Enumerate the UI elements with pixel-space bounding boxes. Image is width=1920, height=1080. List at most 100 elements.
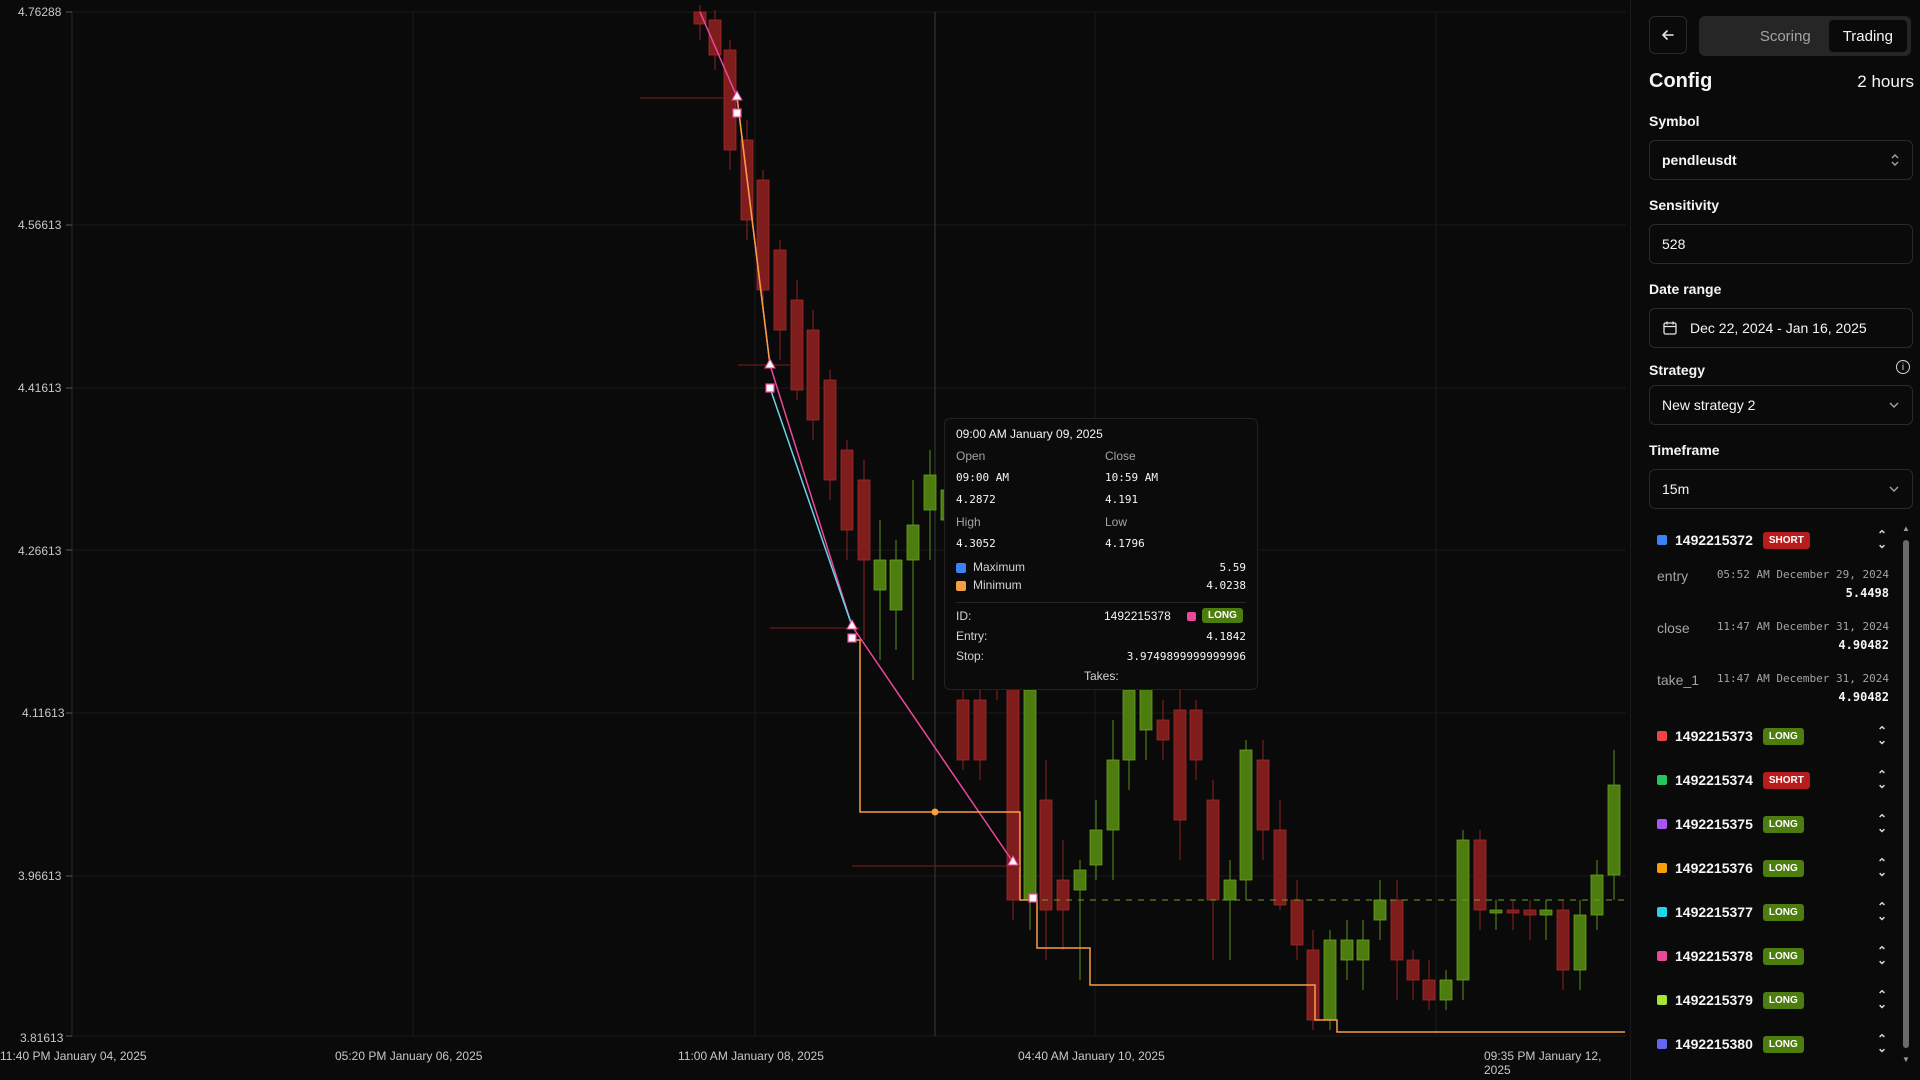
symbol-value: pendleusdt [1662, 152, 1737, 168]
price-chart[interactable]: 4.76288 4.56613 4.41613 4.26613 4.11613 … [0, 0, 1630, 1080]
trade-id: 1492215373 [1675, 728, 1753, 744]
detail-time: 11:47 AM December 31, 2024 [1716, 620, 1889, 633]
x-tick-label: 05:20 PM January 06, 2025 [335, 1049, 483, 1063]
candle [1306, 930, 1320, 1030]
trade-row[interactable]: 1492215380 LONG ⌃ ⌄ [1657, 1033, 1887, 1055]
x-tick-label: 11:00 AM January 08, 2025 [678, 1049, 824, 1063]
trade-list-scrollbar[interactable]: ▲ ▼ [1901, 524, 1911, 1064]
tooltip-entry-value: 4.1842 [1206, 630, 1246, 643]
trade-id: 1492215374 [1675, 772, 1753, 788]
candle-body [1456, 839, 1470, 981]
trade-side-badge: SHORT [1762, 531, 1810, 549]
trade-row[interactable]: 1492215377 LONG ⌃ ⌄ [1657, 901, 1887, 923]
trade-row[interactable]: 1492215376 LONG ⌃ ⌄ [1657, 857, 1887, 879]
candle [1223, 860, 1237, 960]
candle-body [1506, 909, 1520, 914]
timeframe-label: Timeframe [1649, 442, 1720, 458]
candle-body [956, 699, 970, 761]
trade-row[interactable]: 1492215374 SHORT ⌃ ⌄ [1657, 769, 1887, 791]
entry-marker [846, 618, 858, 630]
date-range-value: Dec 22, 2024 - Jan 16, 2025 [1690, 320, 1867, 336]
trade-detail-close: close 11:47 AM December 31, 2024 4.90482 [1657, 618, 1889, 658]
candle-body [1122, 689, 1136, 761]
tab-scoring[interactable]: Scoring [1759, 27, 1811, 45]
candle [1039, 760, 1053, 960]
y-tick-label: 4.56613 [18, 218, 62, 232]
trade-row[interactable]: 1492215378 LONG ⌃ ⌄ [1657, 945, 1887, 967]
scrollbar-thumb[interactable] [1903, 540, 1909, 1048]
candle-body [840, 449, 854, 531]
tooltip-open-label: Open [956, 449, 986, 463]
scroll-up-icon[interactable]: ▲ [1902, 524, 1910, 533]
tooltip-id-value: 1492215378 [1104, 609, 1171, 623]
y-tick-label: 4.26613 [18, 544, 62, 558]
tooltip-maximum-label: Maximum [973, 560, 1026, 574]
detail-value: 4.90482 [1838, 690, 1889, 704]
candle [1256, 740, 1270, 860]
candle-body [1156, 719, 1170, 741]
candle [756, 170, 770, 310]
date-range-picker[interactable]: Dec 22, 2024 - Jan 16, 2025 [1649, 308, 1913, 348]
candle-body [1239, 749, 1253, 881]
trade-side-badge: SHORT [1762, 771, 1810, 789]
trade-row[interactable]: 1492215379 LONG ⌃ ⌄ [1657, 989, 1887, 1011]
tooltip-close-value: 4.191 [1105, 493, 1139, 506]
scroll-down-icon[interactable]: ▼ [1902, 1055, 1910, 1064]
trade-row[interactable]: 1492215373 LONG ⌃ ⌄ [1657, 725, 1887, 747]
symbol-label: Symbol [1649, 113, 1700, 129]
candle [806, 310, 820, 440]
chevron-up-down-icon[interactable]: ⌃ ⌄ [1876, 812, 1887, 835]
candle-body [1189, 709, 1203, 761]
crosshair-point [931, 808, 939, 816]
sensitivity-input[interactable]: 528 [1649, 224, 1913, 264]
candle [1156, 700, 1170, 760]
candle-body [1590, 874, 1604, 916]
trade-color-swatch [1657, 819, 1667, 829]
sensitivity-value: 528 [1662, 236, 1686, 252]
tab-trading[interactable]: Trading [1828, 20, 1907, 52]
chevron-down-icon [1889, 402, 1899, 408]
candle [1373, 880, 1387, 940]
timeframe-select[interactable]: 15m [1649, 469, 1913, 509]
candle-body [1023, 689, 1037, 901]
chevron-up-down-icon[interactable]: ⌃ ⌄ [1876, 1032, 1887, 1055]
candle-body [1373, 899, 1387, 921]
back-button[interactable] [1649, 16, 1687, 54]
trade-row[interactable]: 1492215375 LONG ⌃ ⌄ [1657, 813, 1887, 835]
tooltip-high-value: 4.3052 [956, 537, 996, 550]
candle [1390, 880, 1404, 1000]
candle-body [1406, 959, 1420, 981]
candle-tooltip: 09:00 AM January 09, 2025 Open Close 09:… [944, 418, 1258, 690]
symbol-select[interactable]: pendleusdt [1649, 140, 1913, 180]
tooltip-minimum-value: 4.0238 [1206, 579, 1246, 592]
chevron-up-down-icon[interactable]: ⌃ ⌄ [1876, 900, 1887, 923]
candle [1239, 740, 1253, 900]
candlestick-chart-svg[interactable] [0, 0, 1630, 1080]
chevron-up-down-icon[interactable]: ⌃ ⌄ [1876, 768, 1887, 791]
candle-body [889, 559, 903, 611]
tooltip-high-label: High [956, 515, 981, 529]
strategy-select[interactable]: New strategy 2 [1649, 385, 1913, 425]
detail-key: entry [1657, 568, 1689, 584]
candle-body [1556, 909, 1570, 971]
candle-body [1206, 799, 1220, 901]
candle [923, 450, 937, 560]
sensitivity-label: Sensitivity [1649, 197, 1720, 213]
chevron-up-down-icon[interactable]: ⌃ ⌄ [1876, 528, 1887, 551]
candle [1323, 930, 1337, 1030]
chevron-up-down-icon[interactable]: ⌃ ⌄ [1876, 724, 1887, 747]
detail-time: 05:52 AM December 29, 2024 [1716, 568, 1889, 581]
chevron-up-down-icon[interactable]: ⌃ ⌄ [1876, 988, 1887, 1011]
trade-color-swatch [1657, 535, 1667, 545]
candle [1539, 900, 1553, 940]
chevron-up-down-icon[interactable]: ⌃ ⌄ [1876, 944, 1887, 967]
candle [1290, 880, 1304, 960]
candle [1456, 830, 1470, 1000]
info-icon[interactable]: i [1896, 360, 1910, 374]
exit-marker [847, 633, 857, 643]
tooltip-open-time: 09:00 AM [956, 471, 1009, 484]
chevron-up-down-icon[interactable]: ⌃ ⌄ [1876, 856, 1887, 879]
trade-row[interactable]: 1492215372 SHORT ⌃ ⌄ [1657, 529, 1887, 551]
candle-body [708, 19, 722, 56]
x-tick-label: 09:35 PM January 12, 2025 [1484, 1049, 1602, 1077]
